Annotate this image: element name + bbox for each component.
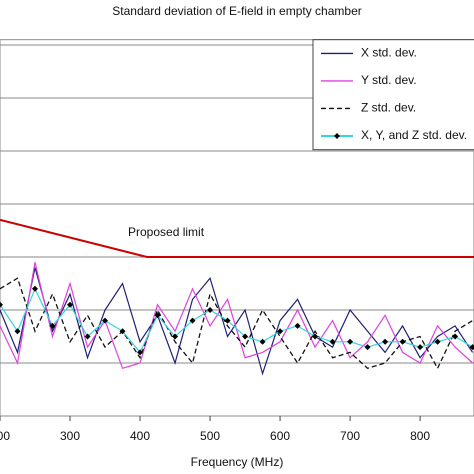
legend-label: X, Y, and Z std. dev.	[361, 128, 467, 142]
marker	[277, 328, 284, 335]
marker	[102, 317, 109, 324]
marker	[382, 338, 389, 345]
legend-label: Z std. dev.	[361, 101, 416, 115]
marker	[294, 322, 301, 329]
legend-label: X std. dev.	[361, 46, 417, 60]
marker	[154, 312, 161, 319]
marker	[347, 338, 354, 345]
marker	[84, 333, 91, 340]
marker	[434, 338, 441, 345]
series-line	[0, 277, 473, 370]
x-tick-label: 200	[0, 429, 10, 443]
legend-marker	[334, 132, 340, 139]
x-tick-label: 400	[130, 429, 150, 443]
legend	[312, 39, 474, 151]
marker	[172, 333, 179, 340]
x-tick-label: 700	[340, 429, 360, 443]
marker	[137, 349, 144, 356]
series-line	[0, 267, 474, 376]
marker	[469, 344, 474, 351]
marker	[49, 322, 56, 329]
marker	[329, 338, 336, 345]
marker	[14, 328, 21, 335]
marker	[312, 333, 319, 340]
marker	[364, 344, 371, 351]
marker	[399, 338, 406, 345]
marker	[207, 307, 214, 313]
marker	[224, 317, 231, 324]
annotation: Proposed limit	[128, 225, 205, 239]
marker	[119, 328, 126, 335]
marker	[417, 344, 424, 351]
x-tick-label: 800	[410, 429, 430, 443]
marker	[0, 301, 3, 308]
marker	[242, 333, 249, 340]
limit-line	[0, 218, 474, 258]
marker	[259, 338, 266, 345]
x-axis-label: Frequency (MHz)	[191, 455, 284, 469]
legend-label: Y std. dev.	[361, 73, 417, 87]
x-tick-label: 300	[60, 429, 80, 443]
marker	[189, 317, 196, 324]
marker	[67, 301, 74, 308]
marker	[32, 285, 39, 292]
chart-title: Standard deviation of E-field in empty c…	[112, 4, 361, 18]
x-tick-label: 600	[270, 429, 290, 443]
series-line	[0, 287, 473, 354]
marker	[452, 333, 459, 340]
x-tick-label: 500	[200, 429, 220, 443]
